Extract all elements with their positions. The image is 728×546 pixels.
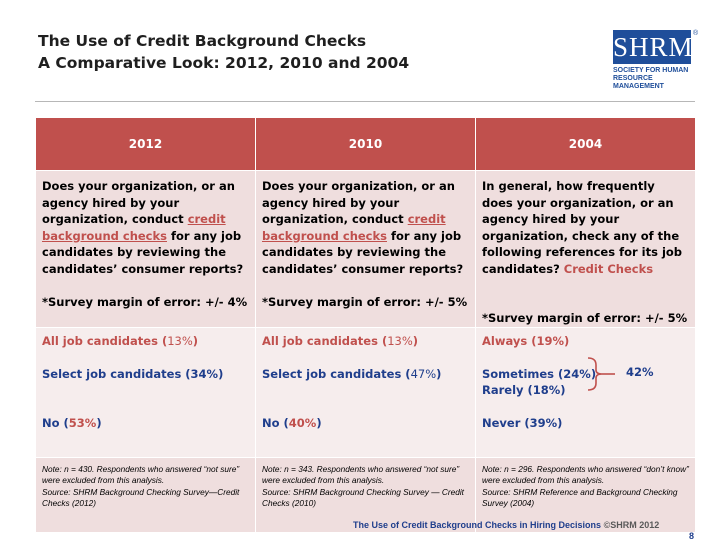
notes-row: Note: n = 430. Respondents who answered … xyxy=(35,456,696,533)
question-cell-2010: Does your organization, or an agency hir… xyxy=(255,170,476,328)
note-source: Source: SHRM Background Checking Survey—… xyxy=(42,486,240,509)
logo-tagline: SOCIETY FOR HUMAN RESOURCE MANAGEMENT xyxy=(613,67,697,91)
note-cell-2004: Note: n = 296. Respondents who answered … xyxy=(475,456,696,533)
question-text-end: for any job candidates by reviewing the … xyxy=(262,228,464,276)
credit-checks-highlight: Credit Checks xyxy=(563,261,654,276)
logo-registered: ® xyxy=(693,30,699,37)
answer-cell-2010: All job candidates (13%) Select job cand… xyxy=(255,326,476,458)
footer-copyright: ©SHRM 2012 xyxy=(603,520,660,530)
title-line-2: A Comparative Look: 2012, 2010 and 2004 xyxy=(38,54,410,72)
comparison-table: 2012 2010 2004 Does your organization, o… xyxy=(35,117,696,533)
title-line-1: The Use of Credit Background Checks xyxy=(38,32,367,50)
credit-checks-highlight: credit background checks xyxy=(262,212,446,243)
answer-cell-2004: Always (19%) Sometimes (24%) Rarely (18%… xyxy=(475,326,696,458)
answer-row: All job candidates (13%) Select job cand… xyxy=(35,326,696,458)
shrm-logo: SHRM ® SOCIETY FOR HUMAN RESOURCE MANAGE… xyxy=(613,30,699,92)
answer-always: Always (19%) xyxy=(482,333,570,348)
page-number: 8 xyxy=(689,531,695,541)
note-source: Source: SHRM Background Checking Survey … xyxy=(262,486,464,509)
margin-of-error: *Survey margin of error: +/- 5% xyxy=(262,294,468,309)
combined-percent: 42% xyxy=(626,364,654,379)
logo-mark: SHRM xyxy=(613,30,694,64)
note-sample: Note: n = 343. Respondents who answered … xyxy=(262,463,460,486)
note-sample: Note: n = 296. Respondents who answered … xyxy=(482,463,689,486)
credit-checks-highlight: credit background checks xyxy=(42,212,226,243)
question-cell-2012: Does your organization, or an agency hir… xyxy=(35,170,256,328)
answer-rarely: Rarely (18%) xyxy=(482,383,566,397)
answer-no: No (53%) xyxy=(42,416,102,430)
year-header-2012: 2012 xyxy=(35,117,256,171)
question-text: In general, how frequently does your org… xyxy=(482,179,683,276)
title-divider xyxy=(35,101,695,102)
question-row: Does your organization, or an agency hir… xyxy=(35,170,696,328)
footer-text: The Use of Credit Background Checks in H… xyxy=(353,520,604,530)
question-text-end: for any job candidates by reviewing the … xyxy=(42,228,244,276)
note-sample: Note: n = 430. Respondents who answered … xyxy=(42,463,240,486)
curly-bracket-icon xyxy=(587,356,615,391)
answer-select-candidates: Select job candidates (34%) xyxy=(42,366,224,381)
answer-never: Never (39%) xyxy=(482,416,563,430)
note-cell-2012: Note: n = 430. Respondents who answered … xyxy=(35,456,256,533)
answer-all-candidates: All job candidates (13%) xyxy=(262,333,419,348)
year-header-2004: 2004 xyxy=(475,117,696,171)
margin-of-error: *Survey margin of error: +/- 4% xyxy=(42,294,248,309)
margin-of-error: *Survey margin of error: +/- 5% xyxy=(482,311,688,325)
footer-caption: The Use of Credit Background Checks in H… xyxy=(353,520,659,530)
answer-select-candidates: Select job candidates (47%) xyxy=(262,366,442,381)
note-cell-2010: Note: n = 343. Respondents who answered … xyxy=(255,456,476,533)
question-text: Does your organization, or an agency hir… xyxy=(262,179,455,226)
note-source: Source: SHRM Reference and Background Ch… xyxy=(482,486,678,509)
logo-tagline-1: SOCIETY FOR HUMAN xyxy=(613,67,689,74)
answer-cell-2012: All job candidates (13%) Select job cand… xyxy=(35,326,256,458)
answer-no: No (40%) xyxy=(262,416,322,430)
answer-sometimes: Sometimes (24%) xyxy=(482,366,597,381)
question-text: Does your organization, or an agency hir… xyxy=(42,179,235,226)
header-row: 2012 2010 2004 xyxy=(35,117,696,171)
year-header-2010: 2010 xyxy=(255,117,476,171)
logo-tagline-2: RESOURCE MANAGEMENT xyxy=(613,75,664,90)
answer-all-candidates: All job candidates (13%) xyxy=(42,333,199,348)
slide-title: The Use of Credit Background Checks A Co… xyxy=(38,30,409,74)
question-cell-2004: In general, how frequently does your org… xyxy=(475,170,696,328)
